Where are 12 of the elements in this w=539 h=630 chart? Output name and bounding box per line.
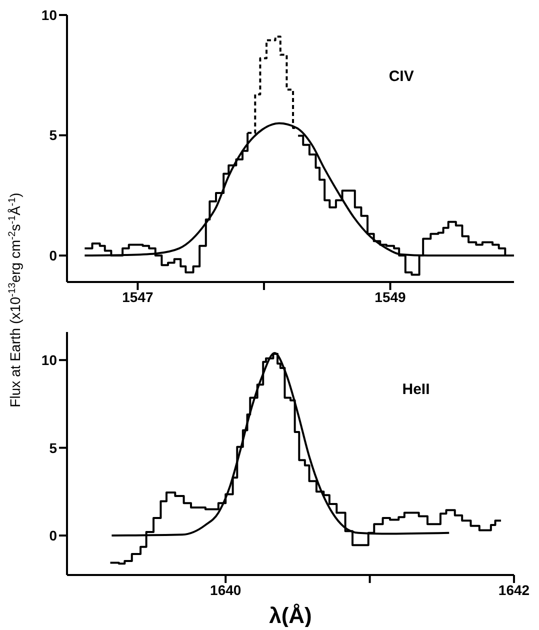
x-tick-label: 1547 bbox=[122, 288, 154, 305]
y-tick-label: 5 bbox=[49, 440, 58, 456]
x-tick-label: 1549 bbox=[374, 288, 406, 305]
y-tick-label: 5 bbox=[49, 127, 58, 144]
y-tick-label: 10 bbox=[41, 6, 58, 23]
annotation: HeII bbox=[402, 380, 430, 398]
annotation: CIV bbox=[388, 68, 414, 86]
y-tick-label: 0 bbox=[49, 527, 58, 544]
y-tick-label: 10 bbox=[41, 352, 58, 368]
x-tick-label: 1642 bbox=[498, 582, 530, 598]
y-tick-label: 0 bbox=[49, 248, 58, 264]
x-tick-label: 1640 bbox=[210, 582, 242, 598]
